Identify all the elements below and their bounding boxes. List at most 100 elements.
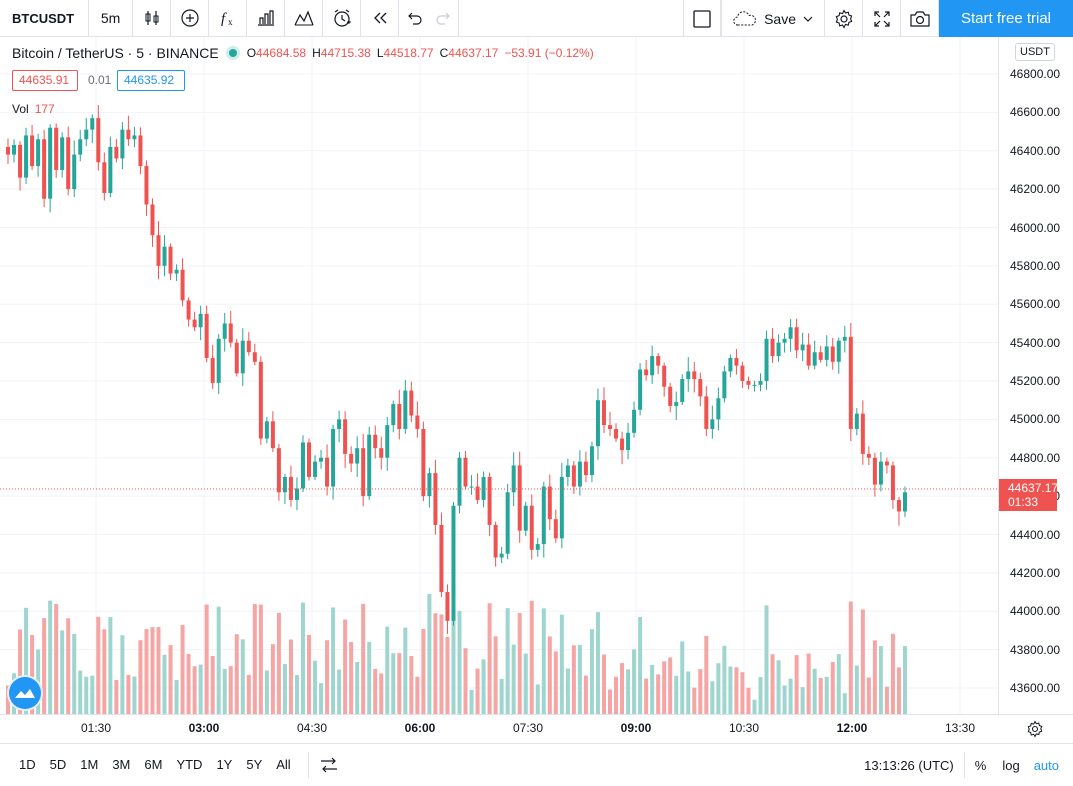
volume-bar	[656, 674, 661, 714]
volume-bar	[126, 674, 131, 714]
toolbar-right: Save Start free trial	[683, 0, 1073, 37]
volume-bar	[397, 653, 402, 714]
price-axis-label: 43800.00	[1010, 642, 1061, 657]
volume-bar	[614, 676, 619, 714]
volume-bar	[331, 607, 336, 714]
volume-bar	[890, 633, 895, 714]
candle	[770, 328, 775, 364]
chart-type-button[interactable]	[133, 0, 172, 37]
templates-button[interactable]	[285, 0, 324, 37]
volume-bar	[439, 614, 444, 714]
start-trial-button[interactable]: Start free trial	[939, 0, 1073, 37]
layout-button[interactable]	[683, 0, 722, 37]
candle	[325, 444, 330, 496]
axis-settings-icon[interactable]	[1026, 720, 1044, 738]
range-1y[interactable]: 1Y	[216, 757, 233, 772]
market-status-icon[interactable]	[228, 49, 237, 57]
volume-bar	[595, 612, 600, 714]
volume-bar	[349, 642, 354, 714]
bottom-toolbar: 1D 5D 1M 3M 6M YTD 1Y 5Y All 13:13:26 (UTC) % lo…	[0, 743, 1073, 785]
auto-scale-toggle[interactable]: auto	[1033, 757, 1059, 773]
redo-button[interactable]	[429, 0, 460, 37]
candle	[24, 127, 29, 184]
volume-bar	[60, 630, 65, 714]
volume-bar	[156, 627, 161, 714]
settings-button[interactable]	[825, 0, 863, 37]
price-axis-label: 46400.00	[1010, 143, 1061, 158]
candle	[373, 425, 378, 459]
candle	[662, 362, 667, 397]
volume-bar	[252, 604, 257, 714]
price-chart[interactable]	[0, 37, 998, 714]
timezone-clock[interactable]: 13:13:26 (UTC)	[864, 757, 954, 773]
price-axis-label: 45000.00	[1010, 412, 1061, 427]
log-toggle[interactable]: log	[1002, 757, 1020, 773]
time-axis-label: 07:30	[512, 721, 544, 735]
symbol-title[interactable]: Bitcoin / TetherUS · 5 · BINANCE	[12, 45, 219, 61]
redo-icon	[436, 12, 450, 25]
compare-button[interactable]	[171, 0, 210, 37]
range-5d[interactable]: 5D	[49, 757, 67, 772]
percent-toggle[interactable]: %	[974, 757, 987, 773]
candle	[674, 391, 679, 420]
volume-bar	[589, 629, 594, 714]
volume-bar	[90, 675, 95, 714]
financials-button[interactable]	[247, 0, 286, 37]
candle	[252, 343, 257, 366]
range-3m[interactable]: 3M	[112, 757, 131, 772]
volume-bar	[812, 668, 817, 714]
time-axis-label: 03:00	[188, 721, 220, 735]
replay-button[interactable]	[361, 0, 400, 37]
candle	[644, 360, 649, 381]
alert-button[interactable]	[323, 0, 362, 37]
range-1d[interactable]: 1D	[19, 757, 36, 772]
candle	[656, 353, 661, 375]
candle	[42, 129, 47, 208]
save-button[interactable]: Save	[721, 0, 825, 37]
tradingview-logo-icon[interactable]	[9, 677, 41, 709]
range-ytd[interactable]: YTD	[176, 757, 203, 772]
goto-date-icon[interactable]	[319, 756, 339, 774]
candle	[680, 374, 685, 406]
candle	[270, 411, 275, 453]
symbol-search-button[interactable]: BTCUSDT	[0, 0, 90, 37]
candle	[337, 410, 342, 443]
volume-bar	[692, 687, 697, 714]
sell-price-button[interactable]: 44635.91	[12, 70, 78, 91]
volume-bar	[800, 687, 805, 714]
volume-bar	[373, 668, 378, 714]
price-axis-label: 44800.00	[1010, 450, 1061, 465]
range-6m[interactable]: 6M	[144, 757, 163, 772]
undo-button[interactable]	[399, 0, 429, 37]
chevron-down-icon[interactable]	[802, 14, 814, 24]
candle	[433, 459, 438, 535]
fullscreen-button[interactable]	[863, 0, 901, 37]
save-label: Save	[764, 10, 796, 27]
candle	[463, 451, 468, 490]
volume-bar	[258, 604, 263, 714]
volume-bar	[734, 667, 739, 714]
candle	[872, 452, 877, 497]
range-5y[interactable]: 5Y	[246, 757, 263, 772]
volume-bar	[830, 661, 835, 714]
candle	[722, 365, 727, 403]
time-axis[interactable]	[0, 714, 1073, 743]
price-axis[interactable]	[998, 37, 1073, 714]
layout-icon	[693, 9, 711, 28]
candle	[192, 311, 197, 332]
range-1m[interactable]: 1M	[80, 757, 99, 772]
candle	[282, 473, 287, 504]
volume-bar	[457, 610, 462, 714]
interval-button[interactable]: 5m	[89, 0, 134, 37]
currency-button[interactable]: USDT	[1015, 43, 1055, 61]
snapshot-button[interactable]	[901, 0, 939, 37]
add-indicator-icon	[181, 9, 199, 27]
candle	[216, 334, 221, 394]
candle	[66, 126, 71, 196]
candle	[228, 310, 233, 348]
range-all[interactable]: All	[276, 757, 291, 772]
candle	[836, 337, 841, 374]
buy-price-button[interactable]: 44635.92	[117, 70, 185, 91]
